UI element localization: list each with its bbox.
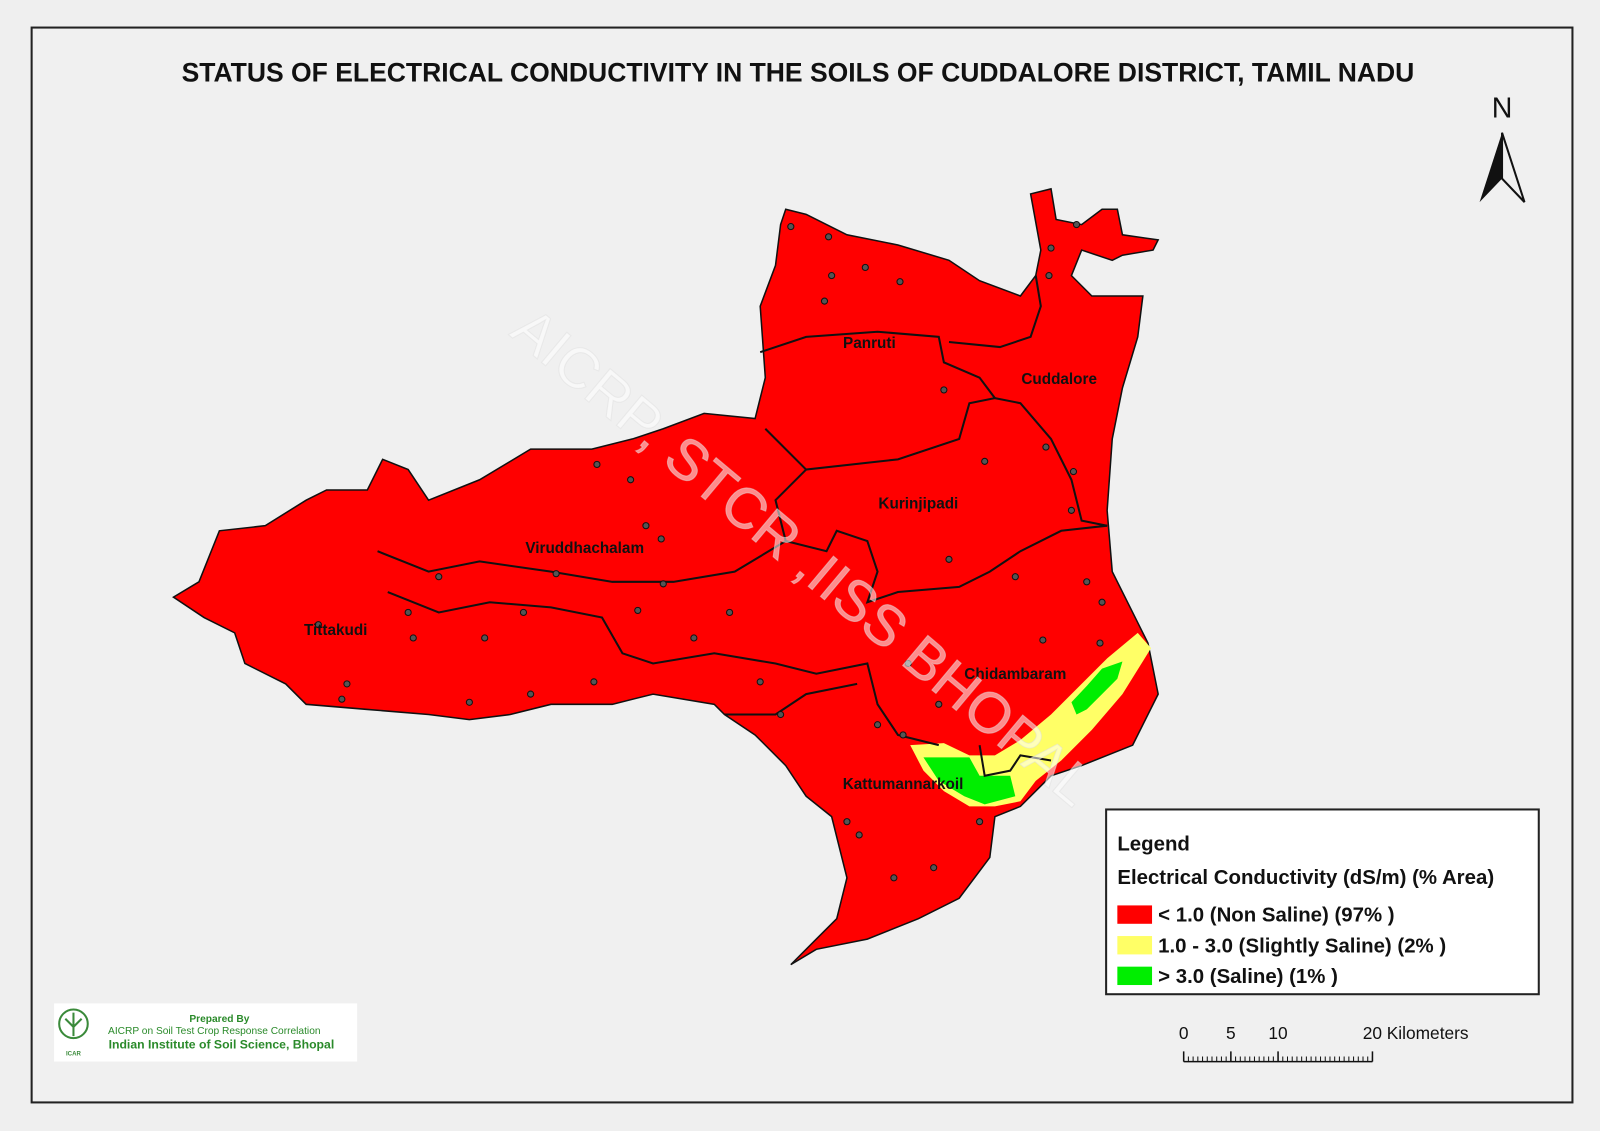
sample-points (314, 220, 1106, 882)
scale-label: 5 (1226, 1023, 1236, 1043)
legend-swatch (1117, 936, 1153, 955)
north-arrow (1501, 132, 1526, 203)
credit: ICAR Prepared By AICRP on Soil Test Crop… (54, 1003, 358, 1062)
legend-subtitle: Electrical Conductivity (dS/m) (% Area) (1117, 867, 1494, 889)
legend-label: < 1.0 (Non Saline) (97% ) (1158, 905, 1394, 927)
legend-label: 1.0 - 3.0 (Slightly Saline) (2% ) (1158, 935, 1446, 957)
block-label: Panruti (843, 335, 896, 352)
block-label: Viruddhachalam (525, 540, 644, 557)
legend-swatch (1117, 966, 1153, 986)
block-label: Kattumannarkoil (843, 776, 964, 793)
scale-label: 10 (1268, 1023, 1287, 1043)
legend-swatch (1117, 905, 1153, 924)
saline-zone (1071, 661, 1123, 715)
legend: Legend Electrical Conductivity (dS/m) (%… (1105, 808, 1540, 996)
logo-text: ICAR (66, 1050, 82, 1057)
logo (64, 1012, 83, 1037)
block-label: Chidambaram (964, 666, 1066, 683)
block-label: Cuddalore (1021, 371, 1097, 388)
scale-bar: 0 5 10 20 Kilometers (1179, 1023, 1469, 1063)
block-label: Tittakudi (304, 622, 367, 639)
map-title: STATUS OF ELECTRICAL CONDUCTIVITY IN THE… (182, 58, 1415, 88)
scale-label: 20 (1363, 1023, 1382, 1043)
legend-title: Legend (1117, 833, 1190, 855)
credit-line: AICRP on Soil Test Crop Response Correla… (108, 1026, 321, 1037)
scale-label: 0 (1179, 1023, 1189, 1043)
legend-box (1105, 808, 1540, 996)
credit-line: Prepared By (189, 1014, 249, 1025)
credit-line: Indian Institute of Soil Science, Bhopal (109, 1037, 335, 1051)
north-label: N (1492, 92, 1513, 124)
logo (58, 1008, 89, 1040)
saline-zone (923, 757, 1016, 805)
legend-label: > 3.0 (Saline) (1% ) (1158, 966, 1338, 988)
credit-box (54, 1003, 358, 1062)
block-label: Kurinjipadi (878, 495, 958, 512)
district (172, 187, 1160, 966)
block-boundaries (377, 275, 1108, 777)
scale-unit: Kilometers (1387, 1023, 1469, 1043)
